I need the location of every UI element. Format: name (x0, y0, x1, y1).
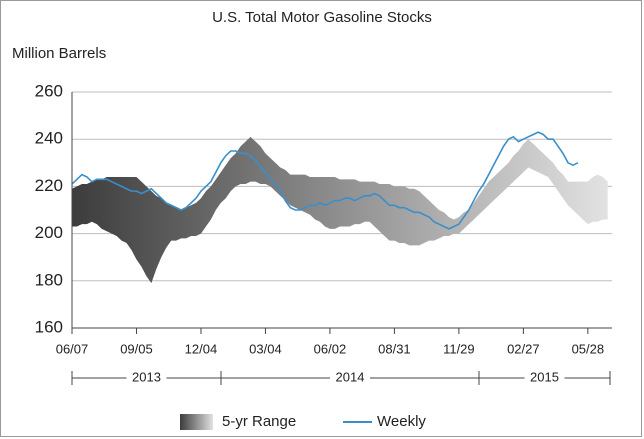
y-tick-label: 220 (35, 176, 63, 195)
chart-title: U.S. Total Motor Gasoline Stocks (212, 9, 432, 26)
x-tick-label: 08/31 (378, 341, 411, 356)
y-tick-label: 160 (35, 317, 63, 336)
legend-swatch (180, 414, 213, 430)
x-tick-label: 02/27 (507, 341, 540, 356)
x-tick-label: 11/29 (443, 341, 475, 356)
legend-label: Weekly (377, 413, 426, 430)
x-tick-label: 06/02 (314, 341, 347, 356)
y-axis-label: Million Barrels (12, 45, 106, 62)
y-tick-label: 260 (35, 81, 63, 100)
x-tick-label: 09/05 (120, 341, 153, 356)
year-label: 2013 (132, 369, 161, 384)
y-tick-label: 180 (35, 270, 63, 289)
year-label: 2014 (336, 369, 365, 384)
year-label-bg (524, 370, 565, 386)
x-tick-label: 05/28 (572, 341, 605, 356)
x-tick-label: 06/07 (56, 341, 89, 356)
x-tick-label: 12/04 (185, 341, 218, 356)
year-label-bg (330, 370, 370, 386)
weekly-line (71, 131, 579, 230)
legend-label: 5-yr Range (222, 413, 296, 430)
y-tick-label: 240 (35, 129, 63, 148)
year-label-bg (126, 370, 167, 386)
range-band (72, 136, 608, 284)
y-tick-label: 200 (35, 223, 63, 242)
year-label: 2015 (530, 369, 559, 384)
x-tick-label: 03/04 (249, 341, 282, 356)
